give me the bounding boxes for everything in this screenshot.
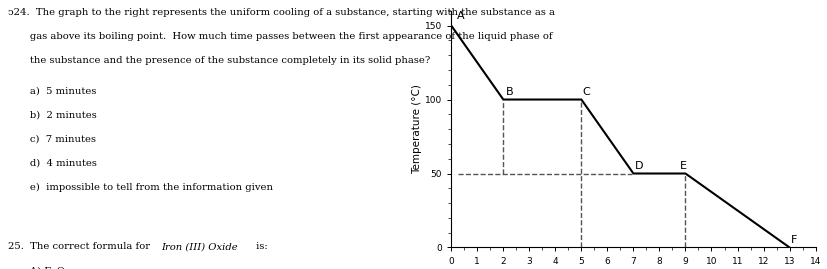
Text: B: B (505, 87, 513, 97)
Y-axis label: Temperature (°C): Temperature (°C) (412, 84, 422, 174)
Text: a)  5 minutes: a) 5 minutes (8, 86, 97, 95)
Text: Iron (III) Oxide: Iron (III) Oxide (161, 242, 238, 251)
Text: F: F (790, 235, 796, 245)
Text: c)  7 minutes: c) 7 minutes (8, 134, 96, 143)
Text: A) FeO₃: A) FeO₃ (8, 266, 69, 269)
Text: 25.  The correct formula for: 25. The correct formula for (8, 242, 153, 251)
Text: the substance and the presence of the substance completely in its solid phase?: the substance and the presence of the su… (8, 56, 430, 65)
Text: gas above its boiling point.  How much time passes between the first appearance : gas above its boiling point. How much ti… (8, 32, 552, 41)
Text: A: A (456, 11, 463, 21)
Text: d)  4 minutes: d) 4 minutes (8, 159, 97, 168)
Text: ↄ24.  The graph to the right represents the uniform cooling of a substance, star: ↄ24. The graph to the right represents t… (8, 8, 555, 17)
Text: C: C (582, 87, 590, 97)
Text: e)  impossible to tell from the information given: e) impossible to tell from the informati… (8, 183, 273, 192)
Text: b)  2 minutes: b) 2 minutes (8, 110, 97, 119)
Text: E: E (680, 161, 686, 171)
Text: D: D (634, 161, 643, 171)
X-axis label: Time (minutes): Time (minutes) (593, 268, 672, 269)
Text: is:: is: (252, 242, 267, 251)
